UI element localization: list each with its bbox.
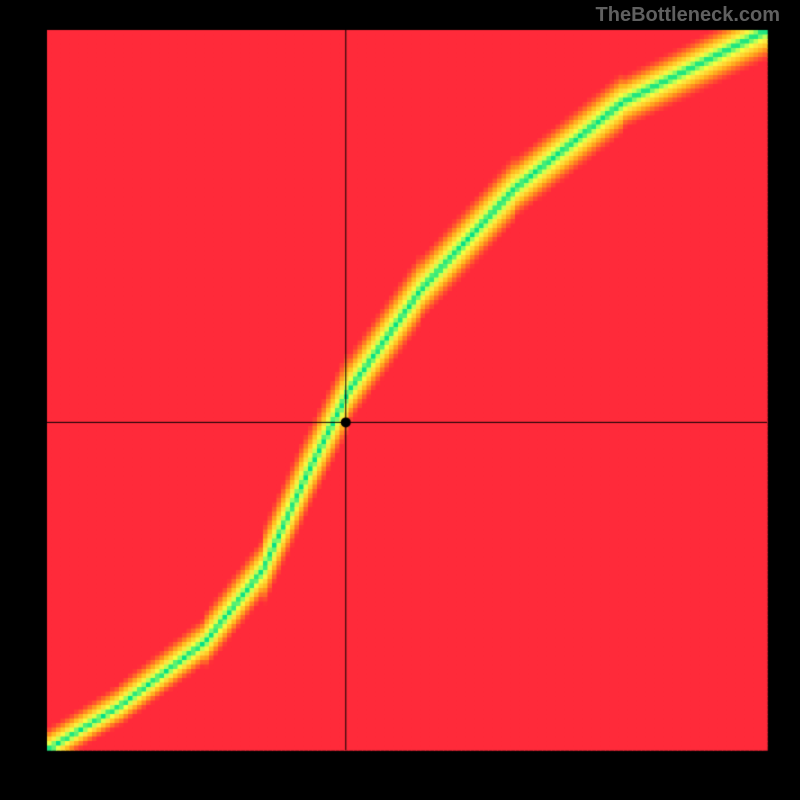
chart-container: TheBottleneck.com: [0, 0, 800, 800]
heatmap-canvas: [0, 0, 800, 800]
watermark-text: TheBottleneck.com: [596, 4, 780, 27]
